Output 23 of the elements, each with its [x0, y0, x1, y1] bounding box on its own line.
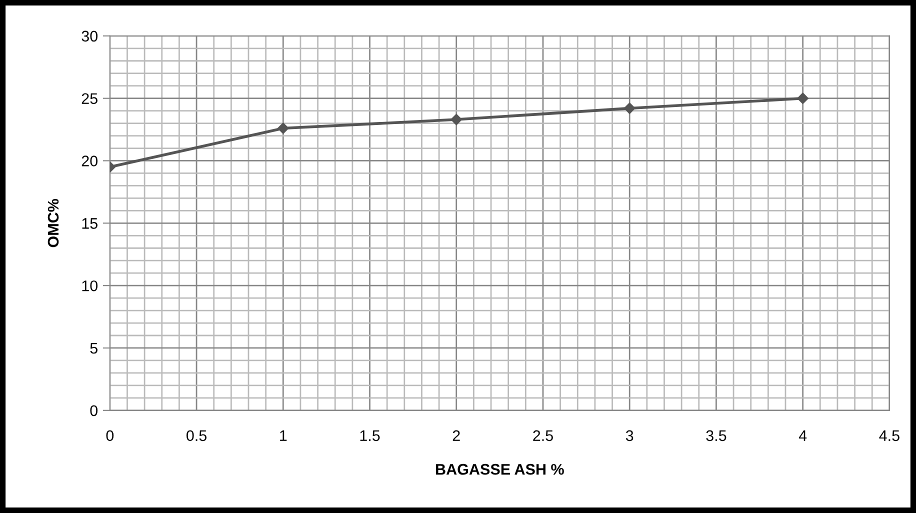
x-tick-label: 0 [106, 430, 114, 442]
y-tick-label: 0 [90, 405, 98, 416]
y-tick-label: 30 [82, 30, 98, 42]
x-tick-label: 1 [280, 430, 287, 441]
y-tick-label: 5 [90, 343, 98, 354]
x-tick-label: 4.5 [879, 430, 900, 442]
point [624, 102, 636, 114]
point [278, 122, 289, 134]
x-tick-label: 3 [626, 430, 634, 442]
x-tick-label: 0.5 [186, 430, 207, 442]
y-axis-title: OMC% [48, 198, 59, 248]
point [797, 92, 808, 104]
y-tick-label: 20 [82, 156, 98, 166]
x-tick-label: 3.5 [706, 430, 726, 442]
x-tick-label: 4 [798, 430, 807, 441]
x-tick-label: 2.5 [533, 430, 553, 442]
y-tick-label: 15 [82, 218, 98, 229]
point [450, 114, 462, 126]
y-tick-label: 25 [82, 93, 98, 104]
y-tick-label: 10 [82, 280, 98, 292]
x-tick-label: 1.5 [360, 430, 380, 442]
x-tick-label: 2 [452, 430, 460, 441]
x-axis-title: BAGASSE ASH % [436, 464, 564, 475]
